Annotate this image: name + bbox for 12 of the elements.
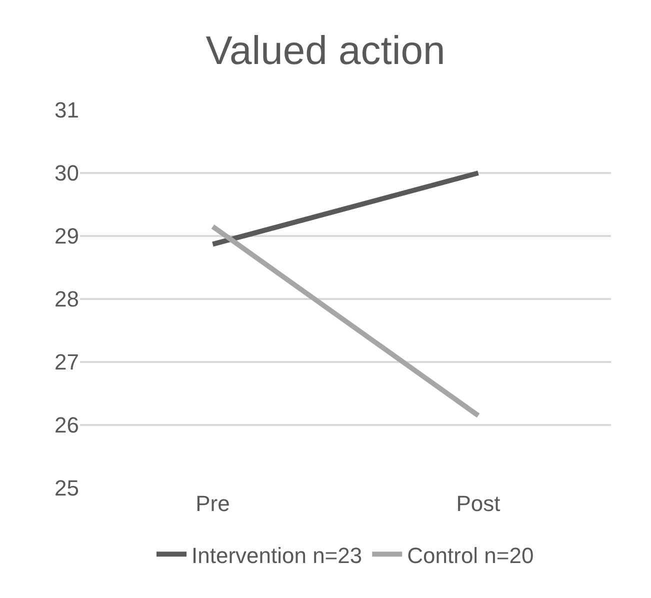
chart-title: Valued action <box>206 28 446 73</box>
y-tick-label: 30 <box>54 160 79 186</box>
y-tick-label: 31 <box>54 98 79 123</box>
y-tick-label: 29 <box>54 224 79 249</box>
legend-label: Intervention n=23 <box>192 542 362 568</box>
legend-label: Control n=20 <box>407 542 534 568</box>
x-tick-label: Pre <box>196 491 230 516</box>
y-tick-label: 25 <box>54 476 79 501</box>
x-tick-label: Post <box>456 491 500 516</box>
y-tick-label: 26 <box>54 412 79 438</box>
y-tick-label: 28 <box>54 286 79 312</box>
y-tick-label: 27 <box>54 350 79 375</box>
